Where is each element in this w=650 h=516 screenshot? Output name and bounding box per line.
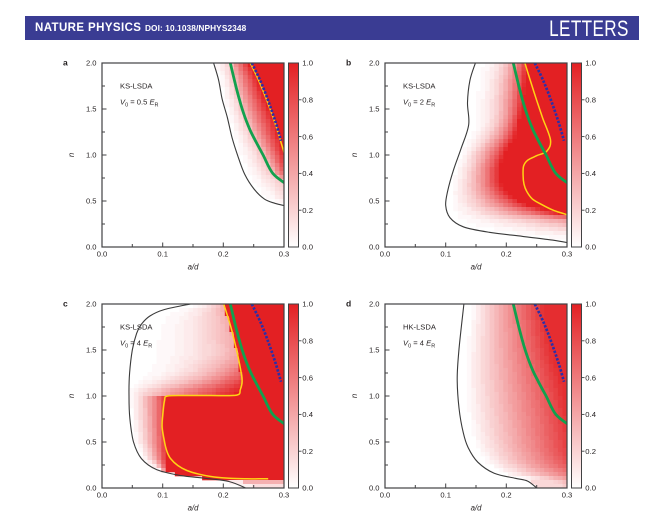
svg-text:0.6: 0.6 (585, 132, 596, 141)
svg-text:0.3: 0.3 (279, 491, 290, 500)
svg-text:1.0: 1.0 (302, 59, 313, 68)
svg-text:0.2: 0.2 (302, 206, 313, 215)
svg-text:V0 = 4 ER: V0 = 4 ER (120, 339, 152, 350)
svg-text:0.5: 0.5 (369, 197, 380, 206)
svg-text:n: n (350, 394, 359, 398)
svg-text:b: b (346, 58, 351, 68)
svg-text:0.0: 0.0 (302, 243, 313, 252)
svg-text:0.4: 0.4 (302, 169, 313, 178)
svg-text:0.8: 0.8 (302, 337, 313, 346)
svg-text:1.0: 1.0 (369, 151, 380, 160)
svg-text:0.0: 0.0 (585, 243, 596, 252)
svg-text:0.0: 0.0 (380, 491, 391, 500)
svg-text:KS-LSDA: KS-LSDA (120, 82, 153, 91)
svg-text:0.2: 0.2 (501, 250, 512, 259)
svg-text:0.3: 0.3 (279, 250, 290, 259)
svg-text:0.8: 0.8 (585, 96, 596, 105)
svg-text:1.0: 1.0 (585, 59, 596, 68)
svg-text:KS-LSDA: KS-LSDA (120, 323, 153, 332)
svg-text:V0 = 2 ER: V0 = 2 ER (403, 98, 435, 109)
svg-text:1.5: 1.5 (369, 346, 380, 355)
svg-text:0.5: 0.5 (86, 438, 97, 447)
svg-text:2.0: 2.0 (86, 300, 97, 309)
svg-text:0.2: 0.2 (585, 206, 596, 215)
svg-text:1.5: 1.5 (86, 105, 97, 114)
svg-text:0.0: 0.0 (302, 484, 313, 493)
svg-text:a/d: a/d (188, 263, 200, 272)
svg-text:0.0: 0.0 (585, 484, 596, 493)
svg-text:0.6: 0.6 (302, 373, 313, 382)
svg-text:0.8: 0.8 (302, 96, 313, 105)
svg-text:0.1: 0.1 (157, 491, 168, 500)
svg-text:0.2: 0.2 (302, 447, 313, 456)
svg-text:n: n (67, 153, 76, 157)
svg-text:1.0: 1.0 (302, 300, 313, 309)
svg-text:V0 = 0.5 ER: V0 = 0.5 ER (120, 98, 159, 109)
svg-text:1.5: 1.5 (369, 105, 380, 114)
svg-text:0.1: 0.1 (157, 250, 168, 259)
svg-text:0.1: 0.1 (440, 491, 451, 500)
svg-text:0.2: 0.2 (501, 491, 512, 500)
svg-text:0.0: 0.0 (380, 250, 391, 259)
svg-text:HK-LSDA: HK-LSDA (403, 323, 437, 332)
svg-text:1.0: 1.0 (585, 300, 596, 309)
svg-text:0.6: 0.6 (585, 373, 596, 382)
svg-text:1.5: 1.5 (86, 346, 97, 355)
svg-text:0.5: 0.5 (369, 438, 380, 447)
svg-text:0.0: 0.0 (86, 243, 97, 252)
svg-text:0.4: 0.4 (302, 410, 313, 419)
svg-text:KS-LSDA: KS-LSDA (403, 82, 436, 91)
svg-text:a: a (63, 58, 68, 68)
svg-text:0.2: 0.2 (218, 491, 229, 500)
svg-text:V0 = 4 ER: V0 = 4 ER (403, 339, 435, 350)
svg-text:d: d (346, 299, 351, 309)
svg-text:a/d: a/d (188, 504, 200, 513)
svg-text:0.5: 0.5 (86, 197, 97, 206)
svg-text:n: n (67, 394, 76, 398)
svg-text:0.8: 0.8 (585, 337, 596, 346)
svg-text:1.0: 1.0 (369, 392, 380, 401)
svg-text:0.0: 0.0 (97, 491, 108, 500)
svg-text:c: c (63, 299, 68, 309)
svg-text:2.0: 2.0 (369, 300, 380, 309)
svg-text:1.0: 1.0 (86, 151, 97, 160)
svg-text:0.3: 0.3 (562, 491, 573, 500)
svg-text:0.0: 0.0 (97, 250, 108, 259)
svg-text:1.0: 1.0 (86, 392, 97, 401)
svg-text:0.0: 0.0 (369, 243, 380, 252)
svg-text:0.3: 0.3 (562, 250, 573, 259)
svg-text:0.4: 0.4 (585, 169, 596, 178)
svg-text:2.0: 2.0 (369, 59, 380, 68)
svg-text:0.0: 0.0 (86, 484, 97, 493)
svg-text:0.2: 0.2 (218, 250, 229, 259)
svg-text:0.6: 0.6 (302, 132, 313, 141)
svg-text:0.4: 0.4 (585, 410, 596, 419)
svg-text:a/d: a/d (471, 263, 483, 272)
svg-text:2.0: 2.0 (86, 59, 97, 68)
svg-text:0.0: 0.0 (369, 484, 380, 493)
svg-text:a/d: a/d (471, 504, 483, 513)
svg-text:0.1: 0.1 (440, 250, 451, 259)
svg-text:n: n (350, 153, 359, 157)
svg-text:0.2: 0.2 (585, 447, 596, 456)
